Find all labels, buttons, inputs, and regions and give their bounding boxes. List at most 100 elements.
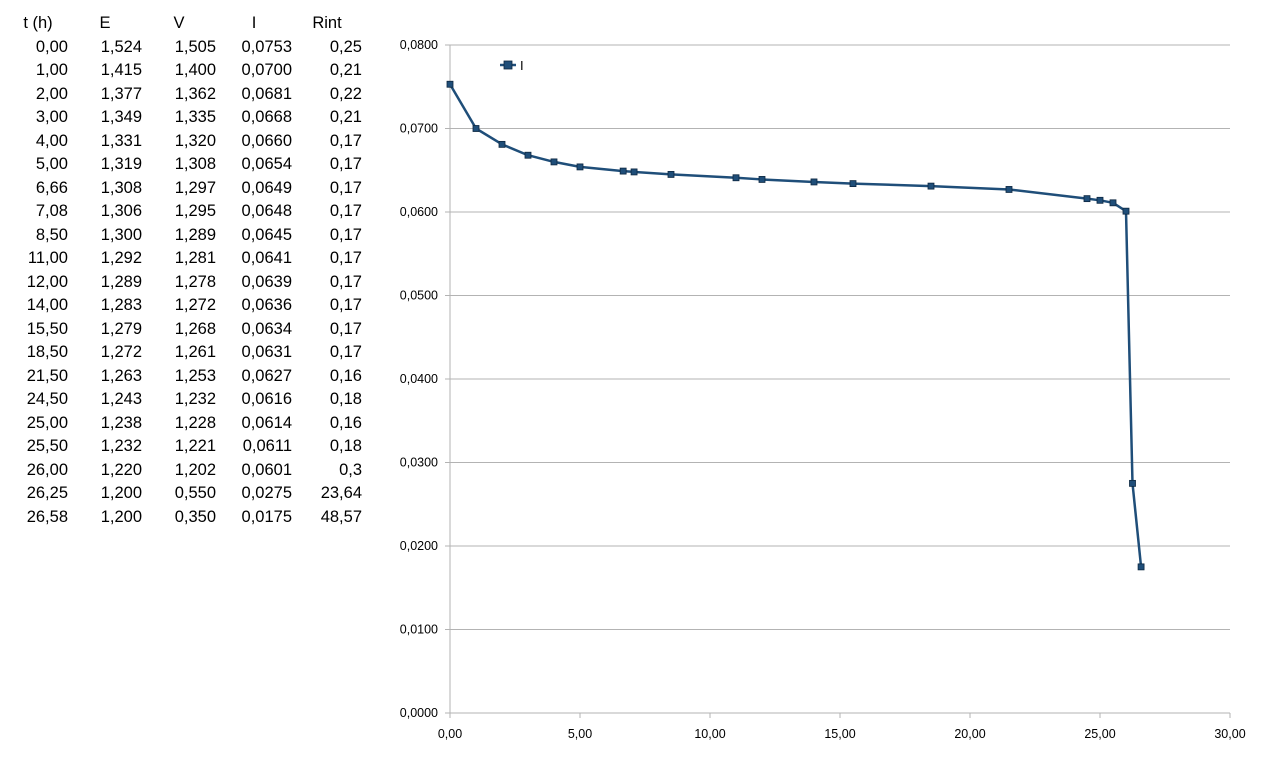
table-cell: 1,319 [100, 155, 142, 173]
x-tick-label: 10,00 [694, 727, 725, 741]
table-cell: 1,281 [174, 249, 216, 267]
table-cell: 1,308 [100, 178, 142, 197]
y-tick-label: 0,0000 [400, 706, 438, 720]
table-row: 1,00 1,415 1,400 0,0700 0,21 [8, 59, 362, 83]
table-cell: 0,25 [329, 37, 362, 56]
table-cell: 1,272 [100, 343, 142, 361]
y-tick-label: 0,0100 [400, 623, 438, 637]
y-axis-tick-labels: 0,0000 0,0100 0,0200 0,0300 0,0400 0,0500 0,06… [400, 38, 438, 720]
table-cell: 1,349 [100, 108, 142, 126]
table-cell: 0,17 [329, 202, 362, 220]
legend-swatch-marker [503, 60, 513, 70]
y-tick-label: 0,0300 [400, 456, 438, 470]
table-cell: 1,362 [174, 84, 216, 103]
table-cell: 1,00 [35, 61, 68, 79]
y-tick-label: 0,0500 [400, 289, 438, 303]
table-cell: 1,243 [100, 390, 142, 408]
table-cell: 6,66 [35, 178, 68, 197]
table-header-row: t (h) E V I Rint [8, 12, 362, 36]
table-row: 14,00 1,283 1,272 0,0636 0,17 [8, 294, 362, 318]
table-cell: 1,308 [174, 155, 216, 173]
table-cell: 0,0175 [241, 507, 292, 526]
table-row: 12,00 1,289 1,278 0,0639 0,17 [8, 271, 362, 295]
y-tick-label: 0,0800 [400, 38, 438, 52]
table-cell: 15,50 [26, 319, 68, 338]
table-cell: 0,0681 [241, 84, 292, 103]
table-row: 5,00 1,319 1,308 0,0654 0,17 [8, 153, 362, 177]
x-tick-label: 30,00 [1214, 727, 1245, 741]
table-cell: 0,17 [329, 178, 362, 197]
table-cell: 26,58 [26, 507, 68, 526]
table-cell: 0,17 [329, 296, 362, 314]
table-cell: 11,00 [27, 249, 68, 267]
table-cell: 0,0668 [241, 108, 292, 126]
table-cell: 14,00 [26, 296, 68, 314]
table-row: 26,00 1,220 1,202 0,0601 0,3 [8, 459, 362, 483]
table-cell: 0,21 [329, 108, 362, 126]
column-header: E [99, 14, 111, 32]
data-point [1083, 195, 1091, 203]
series-line-I [448, 83, 1143, 568]
table-cell: 1,253 [174, 366, 216, 385]
table-cell: 0,0601 [241, 460, 292, 479]
data-point [472, 125, 480, 132]
table-body: 0,00 1,524 1,505 0,0753 0,25 1,00 1,415 1,400 0,… [8, 36, 362, 530]
table-cell: 1,377 [100, 84, 142, 103]
table-row: 4,00 1,331 1,320 0,0660 0,17 [8, 130, 362, 154]
table-cell: 1,202 [174, 460, 216, 479]
chart-series [446, 80, 1145, 571]
data-point [498, 140, 506, 148]
data-point [810, 178, 818, 186]
table-cell: 21,50 [26, 366, 68, 385]
table-cell: 0,0753 [241, 37, 292, 56]
data-point [1129, 479, 1136, 487]
table-cell: 0,0611 [242, 437, 292, 455]
data-point [550, 158, 558, 166]
y-tick-label: 0,0400 [400, 372, 438, 386]
table-cell: 4,00 [35, 131, 68, 150]
table-cell: 0,17 [329, 155, 362, 173]
table-cell: 0,0649 [241, 178, 292, 197]
table-cell: 0,17 [329, 249, 362, 267]
table-row: 21,50 1,263 1,253 0,0627 0,16 [8, 365, 362, 389]
table-row: 3,00 1,349 1,335 0,0668 0,21 [8, 106, 362, 130]
column-header: I [251, 14, 257, 32]
table-cell: 1,283 [100, 296, 142, 314]
x-tick-label: 0,00 [438, 727, 462, 741]
table-row: 26,25 1,200 0,550 0,0275 23,64 [8, 482, 362, 506]
data-point [1005, 186, 1013, 193]
chart-axes [445, 44, 1231, 718]
table-cell: 0,16 [329, 366, 362, 385]
table-cell: 1,232 [174, 390, 216, 408]
y-tick-label: 0,0700 [400, 122, 438, 136]
data-point [732, 174, 740, 182]
table-cell: 8,50 [35, 225, 68, 244]
table-cell: 0,18 [329, 390, 362, 408]
table-row: 2,00 1,377 1,362 0,0681 0,22 [8, 83, 362, 107]
table-cell: 1,220 [100, 460, 142, 479]
table-cell: 0,17 [329, 343, 362, 361]
table-cell: 0,18 [329, 437, 362, 455]
table-cell: 0,550 [174, 484, 216, 502]
y-tick-label: 0,0600 [400, 205, 438, 219]
table-cell: 0,0275 [241, 484, 292, 502]
table-cell: 1,306 [100, 202, 142, 220]
data-point [927, 182, 935, 190]
chart-legend: I [500, 58, 524, 73]
data-point [667, 171, 675, 178]
table-cell: 1,415 [100, 61, 142, 79]
legend-label: I [520, 58, 524, 73]
table-cell: 1,331 [100, 131, 142, 150]
data-point [446, 80, 454, 88]
table-cell: 1,228 [174, 413, 216, 432]
table-cell: 1,289 [174, 225, 216, 244]
table-cell: 0,0616 [241, 390, 292, 408]
table-cell: 7,08 [35, 202, 68, 220]
table-cell: 25,00 [26, 413, 68, 432]
data-point [1137, 563, 1145, 571]
table-row: 0,00 1,524 1,505 0,0753 0,25 [8, 36, 362, 60]
table-row: 7,08 1,306 1,295 0,0648 0,17 [8, 200, 362, 224]
table-cell: 0,350 [174, 507, 216, 526]
table-cell: 0,0648 [241, 202, 292, 220]
